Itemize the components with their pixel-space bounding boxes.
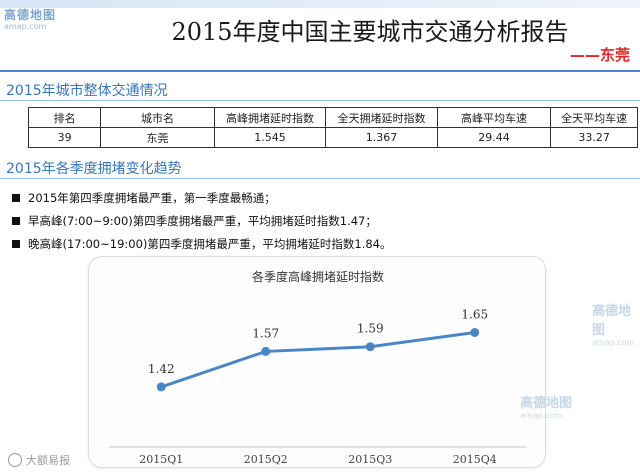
- data-point: [470, 328, 480, 337]
- section-title-quarterly: 2015年各季度拥堵变化趋势: [6, 161, 182, 177]
- section-divider: [0, 100, 640, 101]
- table-header-row: 排名 城市名 高峰拥堵延时指数 全天拥堵延时指数 高峰平均车速 全天平均车速: [27, 107, 638, 128]
- watermark: 高德地图 amap.com: [592, 300, 640, 347]
- city-subtitle: ——东莞: [569, 46, 630, 64]
- footer-source-text: 大额易报: [26, 454, 70, 467]
- square-bullet-icon: [12, 193, 20, 202]
- data-label: 1.42: [148, 362, 175, 376]
- x-tick-label: 2015Q3: [348, 453, 392, 466]
- x-tick-label: 2015Q4: [453, 453, 497, 466]
- data-label: 1.59: [357, 322, 384, 336]
- bullet-text: 晚高峰(17:00~19:00)第四季度拥堵最严重，平均拥堵延时指数1.84。: [28, 236, 392, 251]
- square-bullet-icon: [12, 239, 20, 248]
- column-header: 高峰平均车速: [436, 107, 552, 128]
- watermark-en: amap.com: [592, 338, 635, 347]
- data-point: [261, 346, 271, 356]
- x-tick-label: 2015Q1: [139, 453, 183, 466]
- bullet-text: 2015年第四季度拥堵最严重，第一季度最畅通；: [28, 190, 276, 205]
- header-accent-bar: [0, 0, 640, 8]
- list-item: 晚高峰(17:00~19:00)第四季度拥堵最严重，平均拥堵延时指数1.84。: [12, 232, 392, 255]
- report-header: 高德地图 amap.com 2015年度中国主要城市交通分析报告 ——东莞: [0, 0, 640, 72]
- table-cell: 39: [27, 127, 102, 148]
- chart-panel: 各季度高峰拥堵延时指数 1.42 2015Q1 1.57 2015Q2 1.59 2015Q…: [88, 256, 546, 468]
- header-divider: [0, 70, 640, 72]
- chart-title: 各季度高峰拥堵延时指数: [252, 269, 384, 284]
- data-label: 1.57: [252, 326, 279, 340]
- data-point: [156, 382, 166, 392]
- summary-bullets: 2015年第四季度拥堵最严重，第一季度最畅通； 早高峰(7:00~9:00)第四…: [12, 186, 392, 255]
- amap-logo: 高德地图 amap.com: [4, 6, 66, 34]
- bullet-text: 早高峰(7:00~9:00)第四季度拥堵最严重，平均拥堵延时指数1.47；: [28, 213, 377, 228]
- column-header: 全天平均车速: [550, 107, 638, 128]
- list-item: 早高峰(7:00~9:00)第四季度拥堵最严重，平均拥堵延时指数1.47；: [12, 209, 392, 232]
- watermark-en: amap.com: [520, 411, 563, 420]
- page-title: 2015年度中国主要城市交通分析报告: [171, 18, 569, 46]
- section-title-overall: 2015年城市整体交通情况: [6, 83, 168, 99]
- logo-cn-text: 高德地图: [4, 8, 57, 22]
- list-item: 2015年第四季度拥堵最严重，第一季度最畅通；: [12, 186, 392, 209]
- column-header: 城市名: [100, 107, 215, 128]
- column-header: 高峰拥堵延时指数: [213, 107, 327, 128]
- x-tick-label: 2015Q2: [244, 453, 288, 466]
- watermark: 高德地图 amap.com: [520, 392, 572, 420]
- table-cell: 1.545: [213, 127, 327, 148]
- data-label: 1.65: [461, 308, 488, 322]
- watermark-cn: 高德地图: [592, 304, 632, 338]
- line-chart: 各季度高峰拥堵延时指数 1.42 2015Q1 1.57 2015Q2 1.59 2015Q…: [109, 269, 527, 466]
- footer-source: 大额易报: [8, 452, 70, 468]
- logo-en-text: amap.com: [4, 22, 47, 31]
- column-header: 排名: [27, 107, 102, 128]
- table-row: 39 东莞 1.545 1.367 29.44 33.27: [27, 127, 638, 148]
- table-cell: 33.27: [550, 127, 638, 148]
- source-icon: [8, 453, 22, 467]
- series-line: [160, 331, 475, 389]
- square-bullet-icon: [12, 216, 20, 225]
- watermark-cn: 高德地图: [520, 396, 573, 411]
- traffic-stats-table: 排名 城市名 高峰拥堵延时指数 全天拥堵延时指数 高峰平均车速 全天平均车速 3…: [27, 107, 638, 148]
- table-cell: 29.44: [436, 127, 552, 148]
- table-cell: 东莞: [100, 127, 215, 148]
- section-divider: [0, 178, 640, 179]
- data-point: [365, 342, 375, 352]
- table-cell: 1.367: [325, 127, 438, 148]
- column-header: 全天拥堵延时指数: [325, 107, 438, 128]
